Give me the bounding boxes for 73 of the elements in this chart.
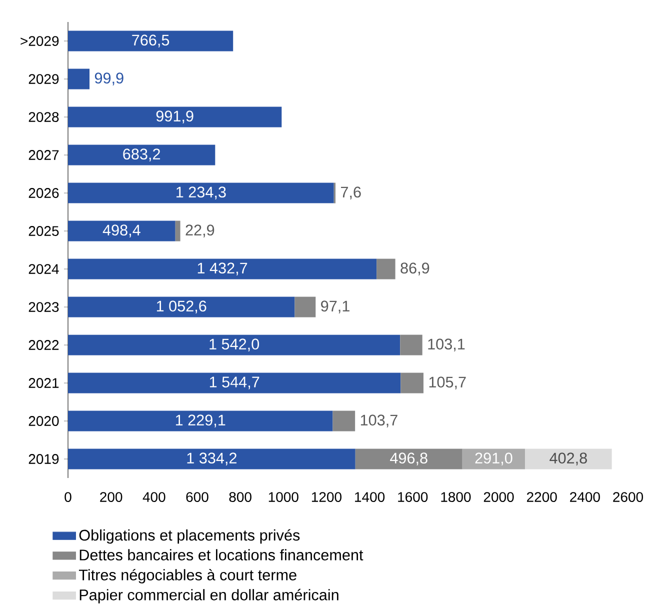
bar	[294, 296, 316, 318]
bar	[68, 410, 333, 432]
data-label: 496,8	[390, 452, 428, 466]
data-label: 683,2	[123, 148, 160, 162]
legend-label: Titres négociables à court terme	[78, 568, 296, 584]
y-tick-label: 2021	[28, 378, 59, 388]
legend-label: Obligations et placements privés	[79, 529, 300, 544]
x-tick-label: 1600	[398, 492, 428, 502]
bar	[68, 296, 295, 318]
bar	[355, 448, 462, 470]
data-label: 1 234,3	[176, 186, 226, 200]
legend-label: Papier commercial en dollar américain	[80, 588, 338, 604]
data-label: 103,7	[360, 414, 398, 428]
bar	[400, 334, 422, 356]
legend-label: Dettes bancaires et locations financement	[80, 549, 364, 560]
y-tick-label: 2019	[28, 454, 59, 464]
y-tick-label: 2023	[28, 302, 59, 312]
y-tick-label: 2025	[28, 226, 59, 236]
bar	[68, 448, 356, 470]
data-label: 99,9	[94, 72, 124, 86]
bar	[525, 448, 612, 470]
x-tick-label: 2400	[570, 492, 600, 502]
data-label: 22,9	[186, 224, 214, 238]
data-label: 103,1	[428, 338, 465, 352]
bar	[68, 182, 334, 204]
y-tick-label: 2028	[28, 112, 59, 122]
x-tick-label: 2200	[526, 492, 557, 502]
bar	[400, 372, 424, 394]
x-tick-label: 2000	[484, 492, 514, 502]
x-tick-label: 800	[229, 492, 252, 502]
data-label: 86,9	[400, 262, 430, 276]
data-label: 105,7	[429, 376, 466, 390]
data-label: 402,8	[550, 452, 587, 466]
bar	[68, 258, 377, 280]
bar	[68, 144, 216, 166]
x-tick-label: 1400	[355, 492, 385, 502]
x-tick-label: 600	[186, 492, 208, 502]
data-label: 1 544,7	[210, 376, 260, 390]
x-tick-label: 200	[100, 492, 122, 502]
data-label: 991,9	[156, 110, 194, 124]
x-tick-label: 1000	[268, 492, 298, 502]
bar	[68, 334, 400, 356]
bar	[68, 106, 282, 128]
y-tick-label: 2027	[28, 150, 59, 160]
x-tick-label: 0	[64, 492, 72, 502]
x-tick-label: 2600	[613, 492, 644, 502]
data-label: 97,1	[321, 300, 350, 314]
data-label: 498,4	[102, 224, 140, 238]
bar	[68, 372, 401, 394]
y-tick-label: 2024	[28, 264, 59, 274]
bar	[68, 30, 234, 52]
bar	[68, 220, 176, 242]
data-label: 291,0	[475, 452, 512, 466]
x-tick-label: 1800	[441, 492, 471, 502]
bar	[462, 448, 526, 470]
bar	[332, 410, 356, 432]
bar	[376, 258, 396, 280]
y-tick-label: >2029	[20, 36, 59, 46]
data-label: 766,5	[132, 34, 170, 48]
data-label: 7,6	[340, 186, 361, 200]
data-label: 1 229,1	[176, 414, 226, 428]
bar	[68, 68, 90, 90]
bar	[175, 220, 180, 242]
y-tick-label: 2020	[28, 416, 59, 426]
x-tick-label: 1200	[312, 492, 342, 502]
y-tick-label: 2022	[28, 340, 59, 350]
x-tick-label: 400	[142, 492, 166, 502]
data-label: 1 334,2	[187, 452, 236, 466]
y-tick-label: 2026	[28, 188, 59, 198]
data-label: 1 542,0	[210, 338, 260, 352]
data-label: 1 052,6	[156, 300, 206, 314]
y-tick-label: 2029	[28, 74, 59, 84]
data-label: 1 432,7	[198, 262, 248, 276]
